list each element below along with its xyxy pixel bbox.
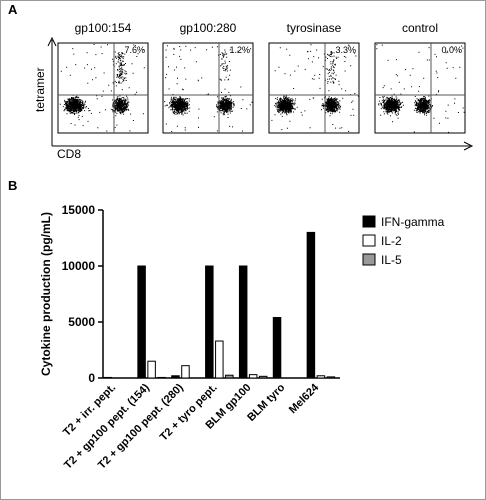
dot-cloud	[164, 45, 253, 132]
bar	[137, 265, 146, 379]
legend-swatch	[362, 215, 376, 228]
bar	[306, 231, 316, 379]
y-axis-label: tetramer	[33, 67, 47, 112]
bar	[225, 374, 234, 379]
bar	[157, 376, 166, 379]
legend-swatch	[362, 253, 376, 266]
bar	[258, 375, 268, 379]
dot-cloud	[59, 44, 145, 132]
plot-box	[162, 42, 254, 134]
bar	[171, 375, 180, 379]
y-axis-label: Cytokine production (pg/mL)	[39, 212, 53, 376]
plot-title: tyrosinase	[287, 21, 342, 35]
bar	[238, 265, 248, 379]
plot-title: gp100:154	[75, 21, 132, 35]
y-tick-label: 10000	[62, 259, 96, 273]
legend-label: IFN-gamma	[381, 215, 445, 229]
bar	[326, 376, 336, 379]
bar	[147, 360, 156, 379]
bar	[316, 375, 326, 379]
percent-label: 1.2%	[229, 45, 250, 55]
y-arrowhead	[47, 36, 57, 47]
plot-box	[374, 42, 466, 134]
percent-label: 7.6%	[124, 45, 145, 55]
legend-swatch	[362, 234, 376, 247]
y-tick-label: 0	[88, 371, 95, 385]
legend-label: IL-2	[381, 234, 402, 248]
bar	[181, 365, 190, 379]
bar	[205, 265, 214, 379]
x-axis-label: CD8	[57, 147, 81, 161]
y-tick-label: 15000	[62, 203, 96, 217]
bar	[248, 374, 258, 379]
plot-title: gp100:280	[180, 21, 237, 35]
panel-letter: A	[8, 2, 18, 17]
dot-cloud	[271, 44, 359, 132]
percent-label: 3.3%	[335, 45, 356, 55]
plot-title: control	[402, 21, 438, 35]
percent-label: 0.0%	[441, 45, 462, 55]
y-tick-label: 5000	[68, 315, 95, 329]
plot-box	[268, 42, 360, 134]
panel-letter: B	[8, 178, 17, 193]
x-arrowhead	[463, 141, 474, 151]
bar	[215, 340, 224, 379]
bar	[103, 376, 112, 379]
bar	[272, 317, 282, 379]
legend-label: IL-5	[381, 253, 402, 267]
plot-box	[57, 42, 149, 134]
